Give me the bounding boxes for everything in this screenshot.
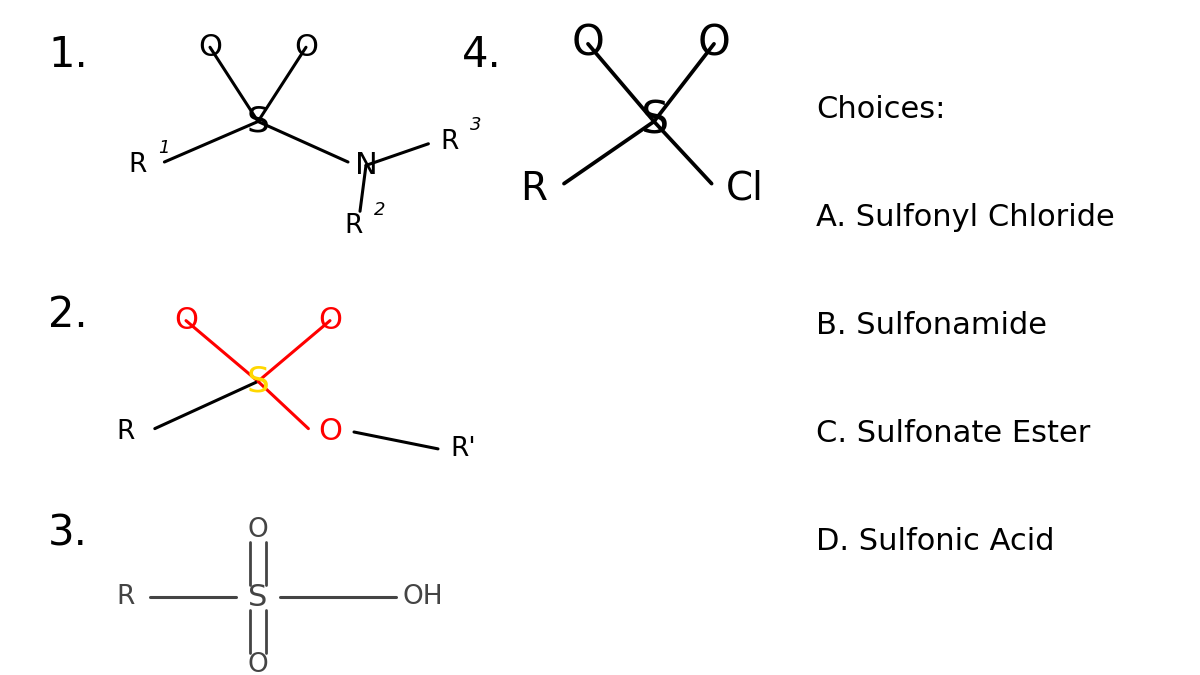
Text: Cl: Cl <box>726 170 764 208</box>
Text: O: O <box>697 23 731 65</box>
Text: 3.: 3. <box>48 513 88 555</box>
Text: R': R' <box>450 436 475 462</box>
Text: S: S <box>640 100 668 143</box>
Text: 1: 1 <box>158 139 170 157</box>
Text: O: O <box>174 306 198 335</box>
Text: O: O <box>247 517 269 543</box>
Text: O: O <box>318 418 342 446</box>
Text: C. Sulfonate Ester: C. Sulfonate Ester <box>816 418 1091 448</box>
Text: 4.: 4. <box>462 34 502 76</box>
Text: O: O <box>198 33 222 61</box>
Text: S: S <box>246 364 270 398</box>
Text: O: O <box>294 33 318 61</box>
Text: B. Sulfonamide: B. Sulfonamide <box>816 310 1046 340</box>
Text: R: R <box>521 170 547 208</box>
Text: R: R <box>344 213 364 239</box>
Text: OH: OH <box>402 585 443 610</box>
Text: O: O <box>571 23 605 65</box>
Text: R: R <box>116 419 136 445</box>
Text: R: R <box>116 585 136 610</box>
Text: R: R <box>128 153 148 178</box>
Text: 2.: 2. <box>48 294 88 335</box>
Text: N: N <box>355 151 377 180</box>
Text: O: O <box>247 652 269 675</box>
Text: 1.: 1. <box>48 34 88 76</box>
Text: D. Sulfonic Acid: D. Sulfonic Acid <box>816 526 1055 556</box>
Text: O: O <box>318 306 342 335</box>
Text: R: R <box>440 129 460 155</box>
Text: A. Sulfonyl Chloride: A. Sulfonyl Chloride <box>816 202 1115 232</box>
Text: S: S <box>246 105 270 138</box>
Text: 3: 3 <box>470 115 482 134</box>
Text: Choices:: Choices: <box>816 95 946 124</box>
Text: 2: 2 <box>374 201 386 219</box>
Text: S: S <box>248 583 268 612</box>
